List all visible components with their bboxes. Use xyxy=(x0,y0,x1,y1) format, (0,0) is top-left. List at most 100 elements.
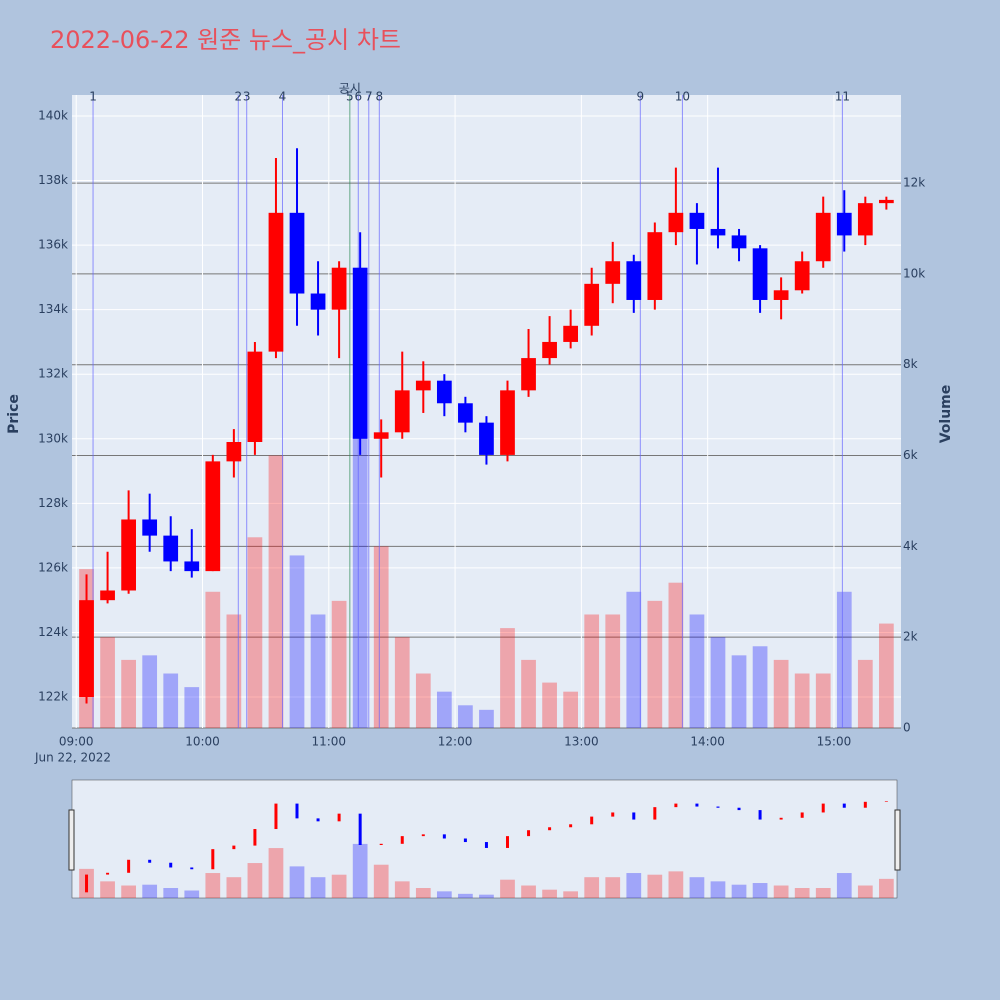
x-tick-label: 09:00 xyxy=(59,735,94,749)
news-label: 7 xyxy=(365,90,373,104)
volume-bar xyxy=(100,637,115,728)
y-tick-label: 124k xyxy=(38,625,68,639)
volume-bar xyxy=(373,546,389,728)
slider-volume-bar xyxy=(731,884,747,898)
news-label: 5 xyxy=(346,90,354,104)
x-tick-label: 13:00 xyxy=(564,735,599,749)
y-tick-label: 138k xyxy=(38,173,68,187)
slider-volume-bar xyxy=(373,864,389,898)
slider-volume-bar xyxy=(205,873,221,898)
candle-body xyxy=(857,203,873,236)
y2-tick-label: 0 xyxy=(903,721,911,735)
volume-bar xyxy=(689,614,705,728)
slider-volume-bar xyxy=(184,890,200,898)
volume-bar xyxy=(247,537,263,728)
y-tick-label: 126k xyxy=(38,560,68,574)
candle-body xyxy=(668,212,684,233)
range-slider[interactable] xyxy=(71,779,898,899)
volume-bar xyxy=(394,637,410,728)
slider-volume-bar xyxy=(458,893,473,898)
volume-bar xyxy=(815,673,831,728)
slider-volume-bar xyxy=(773,885,789,898)
slider-volume-bar xyxy=(331,874,347,898)
candle-body xyxy=(247,351,263,443)
volume-bar xyxy=(121,659,136,728)
volume-bar xyxy=(836,591,852,728)
volume-bar xyxy=(731,655,747,728)
volume-bar xyxy=(268,455,284,728)
candle-body xyxy=(689,212,705,229)
y2-tick-label: 12k xyxy=(903,176,925,190)
x-tick-label: 11:00 xyxy=(311,735,346,749)
candle-body xyxy=(542,341,557,359)
y2-axis-title: Volume xyxy=(938,385,954,444)
candle-body xyxy=(184,561,200,572)
x-date-label: Jun 22, 2022 xyxy=(34,751,111,765)
volume-bar xyxy=(626,591,642,728)
candle-body xyxy=(394,390,410,433)
slider-volume-bar xyxy=(752,883,768,898)
candle-body xyxy=(710,228,726,236)
volume-bar xyxy=(773,659,789,728)
slider-volume-bar xyxy=(268,848,284,898)
news-label: 8 xyxy=(375,90,383,104)
y2-tick-label: 8k xyxy=(903,357,918,371)
y-tick-label: 132k xyxy=(38,367,68,381)
candle-body xyxy=(415,380,431,391)
volume-bar xyxy=(163,673,179,728)
slider-volume-bar xyxy=(479,894,494,898)
candle-body xyxy=(752,248,768,300)
slider-handle xyxy=(894,809,901,871)
candle-body xyxy=(310,293,326,310)
slider-volume-bar xyxy=(394,881,410,898)
candle-body xyxy=(836,212,852,236)
candle-body xyxy=(815,212,831,262)
candle-body xyxy=(879,199,894,204)
chart-title: 2022-06-22 원준 뉴스_공시 차트 xyxy=(50,26,401,54)
slider-volume-bar xyxy=(163,888,179,898)
volume-bar xyxy=(584,614,600,728)
plot-area xyxy=(72,95,901,728)
slider-volume-bar xyxy=(836,873,852,898)
slider-volume-bar xyxy=(626,873,642,898)
candle-body xyxy=(205,461,221,572)
y-tick-label: 134k xyxy=(38,302,68,316)
candle-body xyxy=(352,267,368,439)
volume-bar xyxy=(605,614,621,728)
volume-bar xyxy=(752,646,768,728)
slider-volume-bar xyxy=(352,843,368,898)
volume-bar xyxy=(857,659,873,728)
y-tick-label: 128k xyxy=(38,496,68,510)
news-label: 4 xyxy=(279,90,287,104)
candle-body xyxy=(647,232,663,300)
volume-bar xyxy=(500,628,515,728)
y2-tick-label: 6k xyxy=(903,448,918,462)
news-label: 9 xyxy=(636,90,644,104)
x-tick-label: 15:00 xyxy=(817,735,852,749)
candle-body xyxy=(331,267,347,310)
volume-bar xyxy=(415,673,431,728)
candle-body xyxy=(121,519,136,591)
candle-body xyxy=(626,261,642,300)
candle-body xyxy=(289,212,305,294)
volume-bar xyxy=(436,691,452,728)
slider-volume-bar xyxy=(647,874,663,898)
candle-body xyxy=(226,442,242,462)
volume-bar xyxy=(879,623,894,728)
volume-bar xyxy=(647,600,663,728)
volume-bar xyxy=(289,555,305,728)
slider-volume-bar xyxy=(668,871,684,898)
slider-volume-bar xyxy=(857,885,873,898)
volume-bar xyxy=(310,614,326,728)
candle-body xyxy=(458,403,473,423)
volume-bar xyxy=(226,614,242,728)
volume-bar xyxy=(521,659,536,728)
volume-bar xyxy=(479,709,494,728)
candle-body xyxy=(584,283,600,326)
candle-body xyxy=(373,432,389,439)
volume-bar xyxy=(352,432,368,728)
candle-body xyxy=(79,600,94,698)
candle-body xyxy=(268,212,284,352)
candle-body xyxy=(436,380,452,404)
candle-body xyxy=(563,325,579,342)
